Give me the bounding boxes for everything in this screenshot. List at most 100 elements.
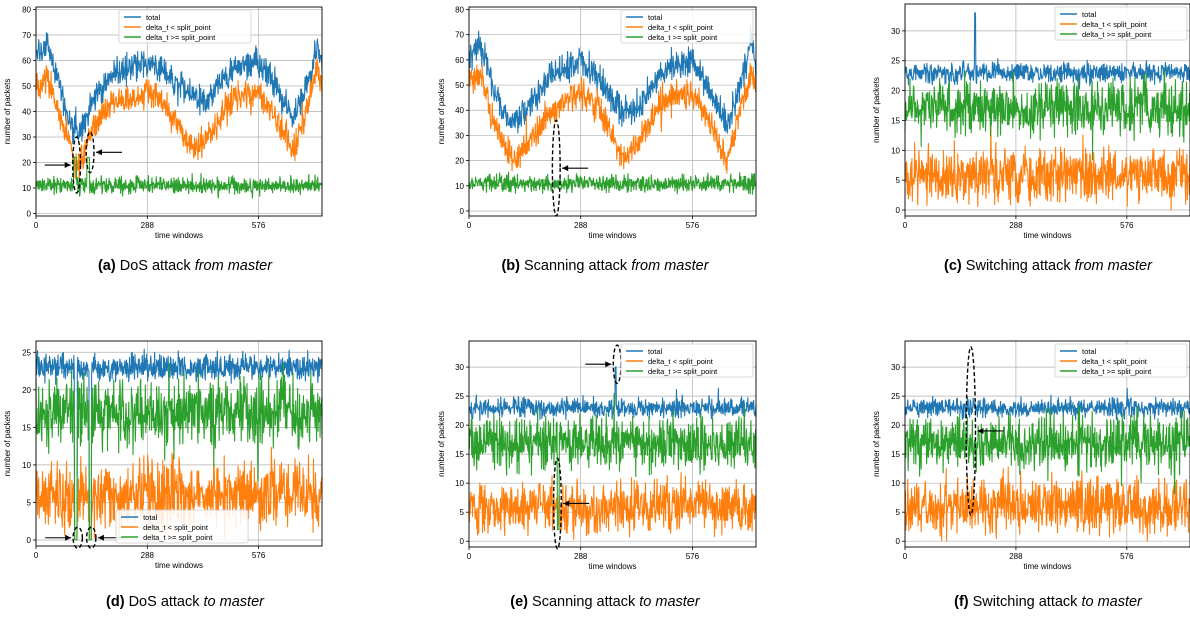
y-tick-label: 10 (455, 479, 464, 488)
caption-b: (b) Scanning attack from master (415, 258, 795, 274)
legend-label-above: delta_t >= split_point (648, 33, 718, 42)
x-tick-label: 288 (574, 221, 588, 230)
y-tick-label: 15 (455, 450, 464, 459)
series-line-above (904, 68, 1190, 161)
y-tick-label: 40 (455, 106, 464, 115)
panel-c: 0 5 10 15 20 25 30 0 288 576 time windows number of… (869, 0, 1190, 250)
series-line-above (468, 171, 757, 195)
plot-frame (468, 6, 757, 217)
y-tick-label: 20 (455, 157, 464, 166)
series-line-below (468, 62, 757, 174)
x-tick-label: 288 (141, 551, 155, 560)
chart-a: 0 10 20 30 40 50 60 70 80 0 288 576 time windows numb… (3, 6, 323, 240)
caption-e-letter: (e) (510, 594, 529, 610)
annotation-ellipse (72, 136, 82, 194)
annotation-arrow-head (977, 427, 984, 434)
caption-c-letter: (c) (944, 258, 962, 274)
caption-c: (c) Switching attack from master (858, 258, 1190, 274)
y-tick-label: 0 (460, 207, 465, 216)
x-tick-label: 288 (574, 552, 588, 561)
annotation-arrow-head (562, 165, 569, 172)
series-line-above (904, 405, 1190, 495)
y-tick-label: 60 (455, 56, 464, 65)
annotation-ellipse (552, 457, 563, 550)
annotation-arrow-head (563, 500, 570, 507)
y-tick-label: 0 (896, 206, 901, 215)
y-tick-label: 25 (455, 392, 464, 401)
x-tick-label: 288 (1009, 552, 1023, 561)
x-tick-label: 0 (34, 221, 39, 230)
legend-box (620, 343, 754, 378)
y-tick-label: 80 (22, 6, 31, 15)
legend-label-total: total (1082, 10, 1097, 19)
annotation-ellipse (72, 526, 84, 549)
panel-b: 0 10 20 30 40 50 60 70 80 0 288 576 time windows numb… (434, 0, 774, 250)
y-tick-label: 20 (891, 87, 900, 96)
chart-c: 0 5 10 15 20 25 30 0 288 576 time windows number of… (872, 3, 1190, 240)
legend-label-below: delta_t < split_point (648, 357, 714, 366)
y-tick-label: 20 (22, 158, 31, 167)
legend-box (1054, 343, 1188, 378)
y-tick-label: 15 (22, 423, 31, 432)
x-tick-label: 0 (34, 551, 39, 560)
y-tick-label: 10 (891, 146, 900, 155)
legend-label-total: total (143, 513, 158, 522)
caption-b-title: Scanning attack (523, 258, 628, 274)
series-line-below (904, 466, 1190, 542)
y-tick-label: 20 (22, 386, 31, 395)
y-tick-label: 25 (891, 57, 900, 66)
caption-b-suffix: from master (631, 258, 709, 274)
y-tick-label: 70 (22, 31, 31, 40)
x-axis-label: time windows (155, 231, 203, 240)
y-axis-label: number of packets (872, 411, 881, 477)
panel-f: 0 5 10 15 20 25 30 0 288 576 time windows number of… (869, 335, 1190, 585)
y-tick-label: 5 (27, 498, 32, 507)
y-tick-label: 0 (27, 209, 32, 218)
y-tick-label: 25 (22, 348, 31, 357)
y-tick-label: 5 (896, 176, 901, 185)
series-line-total (904, 12, 1190, 90)
y-axis-label: number of packets (437, 411, 446, 477)
caption-d-suffix: to master (203, 594, 264, 610)
series-line-above (35, 362, 323, 541)
caption-a-letter: (a) (97, 258, 116, 274)
y-tick-label: 10 (455, 182, 464, 191)
chart-e: 0 5 10 15 20 25 30 0 288 576 time windows number of… (437, 340, 757, 571)
caption-a-title: DoS attack (119, 258, 191, 274)
caption-d-title: DoS attack (128, 594, 200, 610)
annotation-ellipse (965, 346, 977, 516)
series-line-above (468, 393, 757, 531)
y-tick-label: 10 (22, 184, 31, 193)
legend-box (620, 9, 754, 44)
series-line-below (904, 124, 1190, 211)
y-tick-label: 60 (22, 57, 31, 66)
series-line-below (468, 472, 757, 540)
legend-label-below: delta_t < split_point (648, 23, 714, 32)
y-tick-label: 20 (891, 421, 900, 430)
x-axis-label: time windows (1023, 231, 1071, 240)
x-tick-label: 288 (141, 221, 155, 230)
y-tick-label: 50 (22, 82, 31, 91)
annotation-ellipse (85, 526, 97, 549)
series-line-below (35, 446, 323, 541)
y-tick-label: 0 (27, 536, 32, 545)
plot-frame (468, 340, 757, 548)
legend-label-total: total (1082, 347, 1097, 356)
x-tick-label: 576 (686, 552, 700, 561)
caption-e-title: Scanning attack (532, 594, 636, 610)
series-line-total (35, 348, 323, 541)
caption-c-title: Switching attack (965, 258, 1071, 274)
caption-f-title: Switching attack (972, 594, 1078, 610)
chart-b: 0 10 20 30 40 50 60 70 80 0 288 576 time windows numb… (437, 6, 757, 240)
x-tick-label: 576 (1120, 552, 1134, 561)
y-tick-label: 80 (455, 6, 464, 15)
series-line-total (468, 25, 757, 134)
caption-e-suffix: to master (639, 594, 700, 610)
caption-d: (d) DoS attack to master (0, 594, 375, 610)
x-axis-label: time windows (1023, 562, 1071, 571)
legend-label-below: delta_t < split_point (146, 23, 212, 32)
